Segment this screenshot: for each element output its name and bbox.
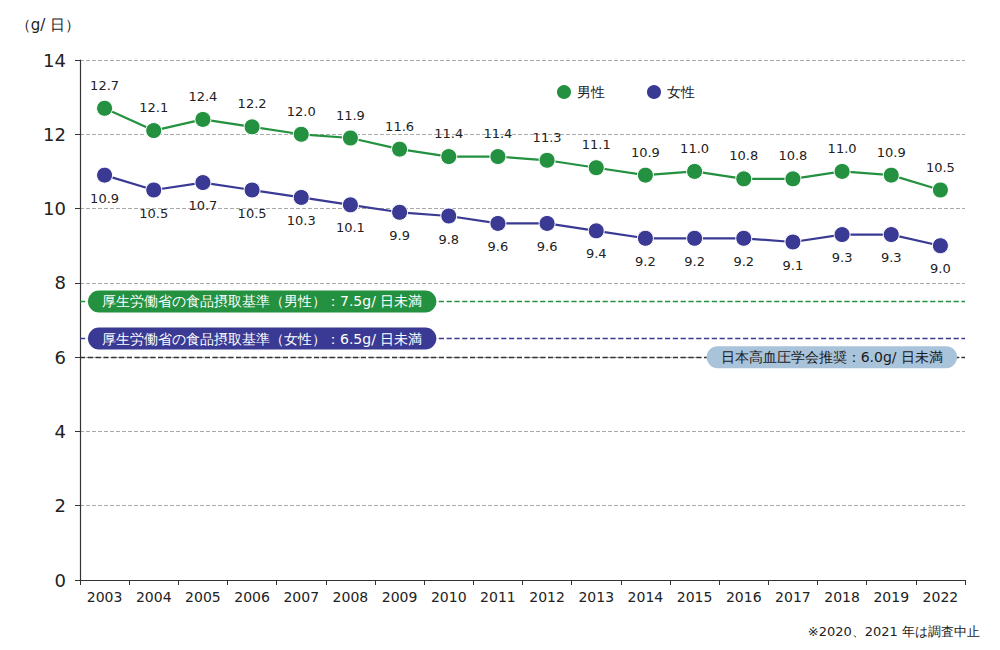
svg-text:8: 8 — [55, 272, 66, 293]
svg-text:9.6: 9.6 — [488, 239, 509, 254]
svg-text:0: 0 — [55, 570, 66, 591]
svg-text:2016: 2016 — [726, 589, 762, 605]
svg-text:2022: 2022 — [923, 589, 959, 605]
svg-text:11.0: 11.0 — [680, 141, 709, 156]
svg-text:9.8: 9.8 — [438, 232, 459, 247]
svg-text:11.3: 11.3 — [533, 130, 562, 145]
svg-text:12.7: 12.7 — [90, 78, 119, 93]
svg-text:9.3: 9.3 — [832, 250, 853, 265]
svg-text:9.9: 9.9 — [389, 228, 410, 243]
svg-text:10.9: 10.9 — [877, 145, 906, 160]
svg-text:2012: 2012 — [529, 589, 565, 605]
svg-text:9.1: 9.1 — [783, 258, 804, 273]
svg-text:12.4: 12.4 — [188, 89, 217, 104]
svg-text:12.1: 12.1 — [139, 100, 168, 115]
svg-text:10: 10 — [43, 198, 66, 219]
svg-text:10.7: 10.7 — [188, 198, 217, 213]
svg-text:女性: 女性 — [667, 84, 695, 100]
svg-text:12.0: 12.0 — [287, 104, 316, 119]
svg-text:※2020、2021 年は調査中止: ※2020、2021 年は調査中止 — [808, 624, 980, 639]
svg-text:9.2: 9.2 — [733, 254, 754, 269]
svg-text:厚生労働省の食品摂取基準（女性）：6.5g/ 日未満: 厚生労働省の食品摂取基準（女性）：6.5g/ 日未満 — [102, 331, 422, 347]
svg-text:11.1: 11.1 — [582, 137, 611, 152]
svg-text:9.2: 9.2 — [635, 254, 656, 269]
svg-text:9.0: 9.0 — [930, 261, 951, 276]
svg-text:2018: 2018 — [824, 589, 860, 605]
svg-text:11.0: 11.0 — [828, 141, 857, 156]
svg-text:2014: 2014 — [628, 589, 664, 605]
svg-text:10.5: 10.5 — [926, 160, 955, 175]
svg-text:12.2: 12.2 — [238, 96, 267, 111]
svg-text:10.8: 10.8 — [778, 148, 807, 163]
svg-text:2010: 2010 — [431, 589, 467, 605]
svg-text:男性: 男性 — [577, 84, 605, 100]
svg-text:2017: 2017 — [775, 589, 811, 605]
svg-text:2008: 2008 — [333, 589, 369, 605]
svg-text:9.4: 9.4 — [586, 246, 607, 261]
svg-text:9.6: 9.6 — [537, 239, 558, 254]
svg-text:日本高血圧学会推奨：6.0g/ 日未満: 日本高血圧学会推奨：6.0g/ 日未満 — [721, 349, 943, 365]
svg-text:9.2: 9.2 — [684, 254, 705, 269]
svg-text:2006: 2006 — [234, 589, 270, 605]
svg-text:11.9: 11.9 — [336, 108, 365, 123]
svg-text:厚生労働省の食品摂取基準（男性）：7.5g/ 日未満: 厚生労働省の食品摂取基準（男性）：7.5g/ 日未満 — [102, 293, 422, 309]
svg-text:2013: 2013 — [578, 589, 614, 605]
svg-text:2009: 2009 — [382, 589, 418, 605]
svg-text:2007: 2007 — [283, 589, 319, 605]
svg-text:9.3: 9.3 — [881, 250, 902, 265]
svg-text:2015: 2015 — [677, 589, 713, 605]
svg-text:10.1: 10.1 — [336, 220, 365, 235]
svg-text:10.5: 10.5 — [238, 206, 267, 221]
svg-text:4: 4 — [55, 421, 66, 442]
svg-text:2: 2 — [55, 495, 66, 516]
svg-text:2005: 2005 — [185, 589, 221, 605]
svg-text:10.9: 10.9 — [90, 191, 119, 206]
svg-text:2004: 2004 — [136, 589, 172, 605]
svg-text:（g/ 日）: （g/ 日） — [16, 16, 80, 34]
svg-text:2011: 2011 — [480, 589, 516, 605]
svg-text:11.4: 11.4 — [434, 126, 463, 141]
svg-text:10.3: 10.3 — [287, 213, 316, 228]
svg-text:10.5: 10.5 — [139, 206, 168, 221]
svg-text:10.8: 10.8 — [729, 148, 758, 163]
svg-text:6: 6 — [55, 347, 66, 368]
svg-text:11.4: 11.4 — [483, 126, 512, 141]
svg-text:11.6: 11.6 — [385, 119, 414, 134]
svg-text:10.9: 10.9 — [631, 145, 660, 160]
svg-text:14: 14 — [43, 50, 66, 71]
svg-text:2003: 2003 — [87, 589, 123, 605]
svg-text:12: 12 — [43, 124, 66, 145]
svg-text:2019: 2019 — [873, 589, 909, 605]
